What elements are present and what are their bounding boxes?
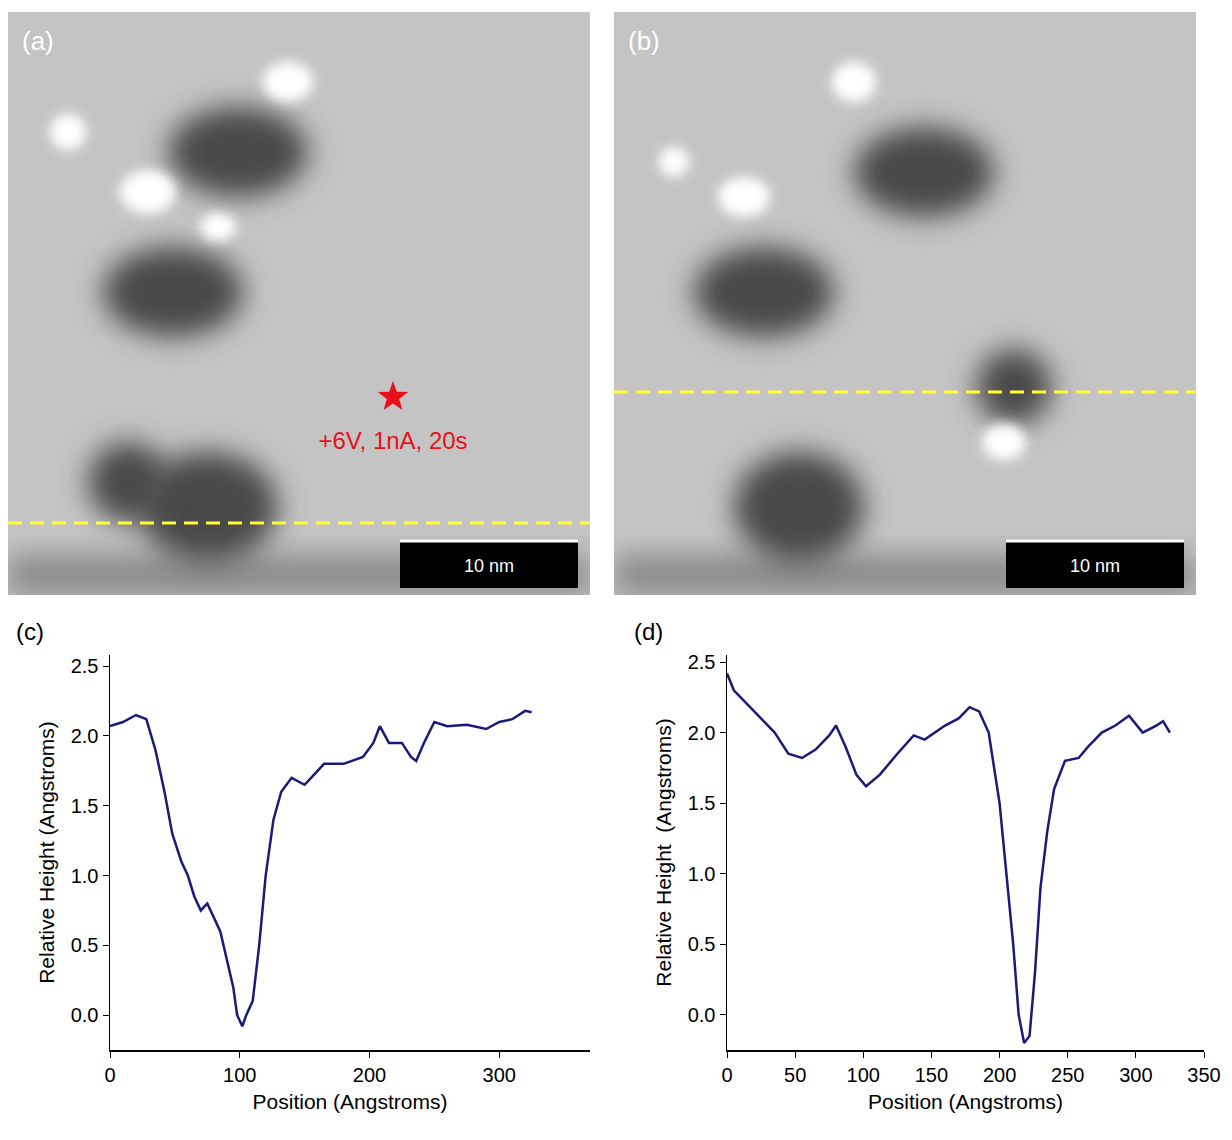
svg-text:0.0: 0.0 [71,1004,99,1026]
svg-text:2.0: 2.0 [71,725,99,747]
svg-text:(d): (d) [634,618,663,645]
svg-text:0: 0 [721,1064,732,1086]
svg-text:200: 200 [983,1064,1016,1086]
svg-text:350: 350 [1187,1064,1220,1086]
svg-text:250: 250 [1051,1064,1084,1086]
svg-text:(a): (a) [22,26,54,56]
svg-text:+6V, 1nA, 20s: +6V, 1nA, 20s [318,427,467,454]
svg-text:0: 0 [104,1064,115,1086]
svg-text:10 nm: 10 nm [464,556,514,576]
svg-text:0.5: 0.5 [71,934,99,956]
svg-text:(b): (b) [628,26,660,56]
svg-text:2.5: 2.5 [688,651,716,673]
svg-text:2.5: 2.5 [71,655,99,677]
svg-text:0.5: 0.5 [688,933,716,955]
svg-text:100: 100 [847,1064,880,1086]
svg-text:0.0: 0.0 [688,1004,716,1026]
svg-text:300: 300 [483,1064,516,1086]
svg-text:10 nm: 10 nm [1070,556,1120,576]
svg-text:Relative Height (Angstroms): Relative Height (Angstroms) [652,718,675,986]
svg-text:100: 100 [223,1064,256,1086]
svg-text:1.0: 1.0 [688,863,716,885]
svg-text:Relative Height (Angstroms): Relative Height (Angstroms) [35,721,58,984]
svg-text:2.0: 2.0 [688,722,716,744]
svg-text:1.0: 1.0 [71,865,99,887]
svg-text:1.5: 1.5 [71,795,99,817]
svg-text:200: 200 [353,1064,386,1086]
svg-text:50: 50 [784,1064,806,1086]
svg-text:150: 150 [915,1064,948,1086]
svg-text:300: 300 [1119,1064,1152,1086]
svg-text:Position (Angstroms): Position (Angstroms) [868,1090,1063,1113]
svg-text:1.5: 1.5 [688,792,716,814]
svg-text:(c): (c) [16,618,44,645]
svg-text:Position (Angstroms): Position (Angstroms) [253,1090,448,1113]
